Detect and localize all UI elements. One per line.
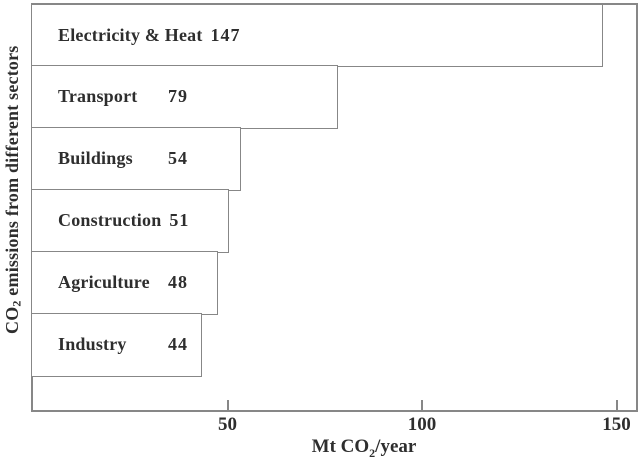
bar-value: 44 (168, 334, 188, 355)
x-axis-label-subscript: 2 (369, 445, 376, 460)
bar: Electricity & Heat 147 (31, 3, 603, 67)
bar-value: 48 (168, 272, 188, 293)
y-axis-label-subscript: 2 (9, 300, 24, 307)
x-axis-tick-label: 50 (218, 414, 238, 435)
y-axis-label-text: emissions from different sectors (2, 45, 22, 301)
bar-label: Agriculture (58, 272, 150, 293)
bar: Transport 79 (31, 65, 339, 129)
x-axis-tick (615, 400, 618, 410)
x-axis-tick (421, 400, 424, 410)
bar-label: Buildings (58, 148, 133, 169)
x-axis-label: Mt CO2/year (311, 436, 417, 460)
x-axis-label-text: Mt CO (311, 436, 370, 457)
y-axis-label-text: CO (2, 306, 22, 335)
bar-value: 79 (168, 86, 188, 107)
plot-area: Electricity & Heat 147 Transport 79 Building… (31, 3, 638, 412)
x-axis-tick-label: 150 (602, 414, 631, 435)
bars: Electricity & Heat 147 Transport 79 Building… (31, 3, 636, 377)
x-axis-tick-labels: 50 100 150 (33, 414, 636, 436)
bar-value: 54 (168, 148, 188, 169)
bar-label: Industry (58, 334, 127, 355)
bar-label: Transport (58, 86, 138, 107)
x-axis-tick-label: 100 (407, 414, 437, 435)
bar-value: 147 (210, 24, 241, 45)
bar: Industry 44 (31, 313, 203, 377)
bar-value: 51 (169, 210, 190, 231)
bar-label: Electricity & Heat (58, 24, 203, 45)
x-axis-tick (226, 400, 229, 410)
bar-label: Construction (58, 210, 162, 231)
bar: Agriculture 48 (31, 251, 218, 315)
y-axis-label: CO2 emissions from different sectors (2, 3, 24, 377)
bar: Buildings 54 (31, 127, 242, 191)
bar: Construction 51 (31, 189, 230, 253)
x-axis-label-text: /year (375, 436, 417, 457)
